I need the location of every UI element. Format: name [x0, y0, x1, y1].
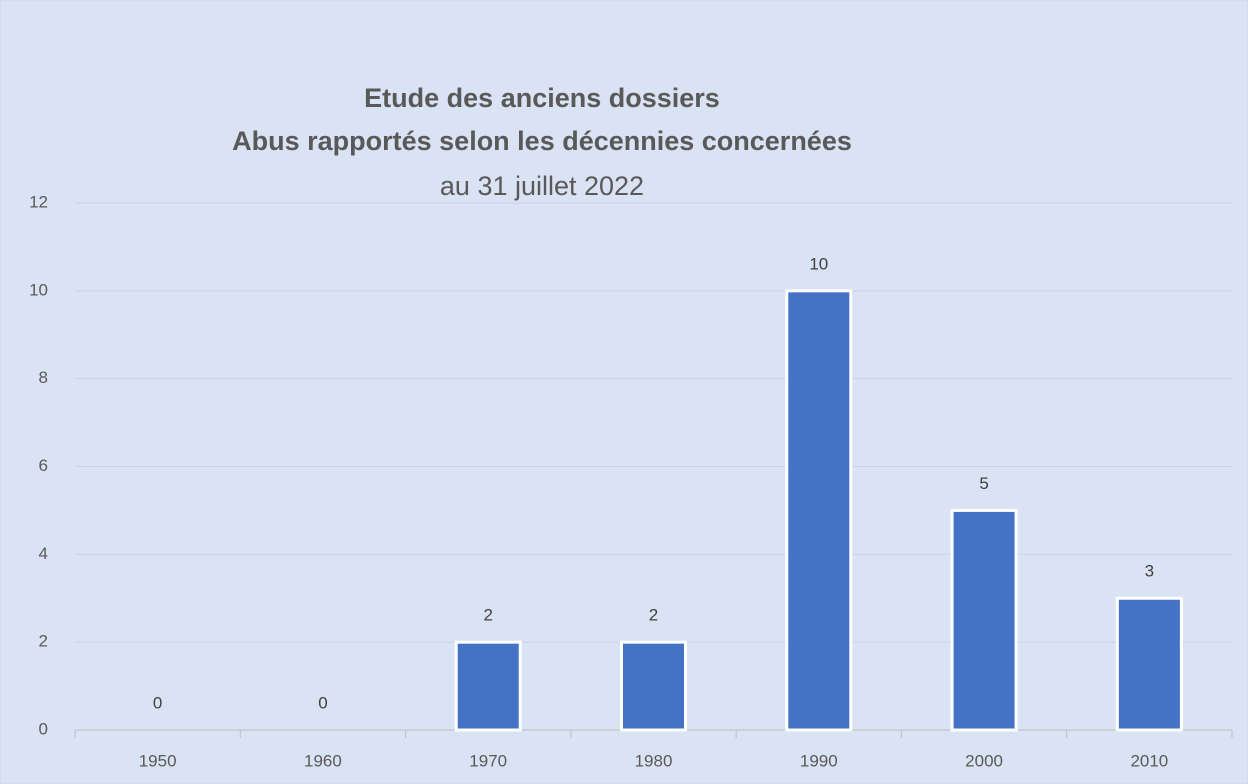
x-tick-label: 2000: [965, 751, 1003, 770]
y-tick-label: 10: [29, 280, 48, 299]
bar: [1115, 596, 1183, 732]
bar: [454, 640, 522, 732]
data-label: 5: [979, 474, 988, 493]
data-label: 0: [153, 693, 162, 712]
bar: [950, 508, 1018, 732]
x-tick-label: 1970: [469, 751, 507, 770]
data-label: 10: [809, 254, 828, 273]
y-tick-label: 6: [39, 456, 48, 475]
bar: [785, 289, 853, 732]
bar: [620, 640, 687, 732]
x-tick-label: 2010: [1130, 751, 1168, 770]
data-label: 2: [649, 606, 658, 625]
data-label: 2: [483, 606, 492, 625]
y-tick-label: 0: [39, 719, 48, 738]
x-tick-label: 1990: [800, 751, 838, 770]
y-tick-label: 4: [39, 544, 48, 563]
y-tick-label: 2: [39, 632, 48, 651]
chart-subtitle: au 31 juillet 2022: [440, 171, 644, 201]
chart-title: Etude des anciens dossiers: [364, 83, 720, 113]
y-tick-label: 12: [29, 192, 48, 211]
data-label: 3: [1145, 562, 1154, 581]
x-tick-label: 1950: [139, 751, 177, 770]
x-tick-label: 1980: [635, 751, 673, 770]
data-label: 0: [318, 693, 327, 712]
y-tick-label: 8: [39, 368, 48, 387]
x-tick-label: 1960: [304, 751, 342, 770]
chart-title: Abus rapportés selon les décennies conce…: [232, 126, 852, 156]
